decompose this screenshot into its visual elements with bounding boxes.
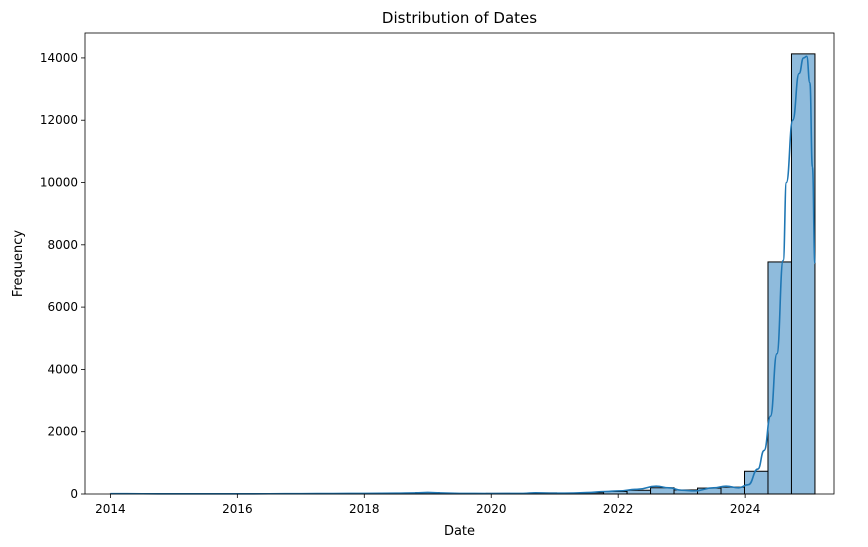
y-axis-label: Frequency (11, 230, 26, 297)
x-tick-label: 2018 (349, 502, 380, 516)
histogram-bar (626, 489, 652, 495)
x-tick-label: 2024 (730, 502, 761, 516)
y-axis-ticks: 0 2000 4000 6000 8000 10000 12000 14000 (40, 51, 85, 501)
x-tick-label: 2014 (95, 502, 126, 516)
histogram-bar (744, 470, 769, 495)
y-tick-label: 0 (70, 487, 78, 501)
x-axis-label: Date (444, 524, 475, 539)
y-tick-label: 4000 (47, 362, 78, 376)
y-tick-label: 2000 (47, 425, 78, 439)
histogram-bar (650, 487, 675, 495)
histogram-bars (109, 53, 816, 495)
histogram-bar (697, 487, 722, 495)
y-tick-label: 14000 (40, 51, 78, 65)
x-axis-ticks: 2014 2016 2018 2020 2022 2024 (95, 494, 760, 516)
y-tick-label: 6000 (47, 300, 78, 314)
kde-line (110, 55, 816, 495)
x-tick-label: 2022 (603, 502, 634, 516)
y-tick-label: 8000 (47, 238, 78, 252)
x-tick-label: 2020 (476, 502, 507, 516)
kde-curve-layer (110, 55, 816, 495)
chart-title: Distribution of Dates (382, 9, 537, 27)
y-tick-label: 10000 (40, 176, 78, 190)
plot-frame (84, 32, 835, 495)
y-tick-label: 12000 (40, 113, 78, 127)
x-tick-label: 2016 (222, 502, 253, 516)
